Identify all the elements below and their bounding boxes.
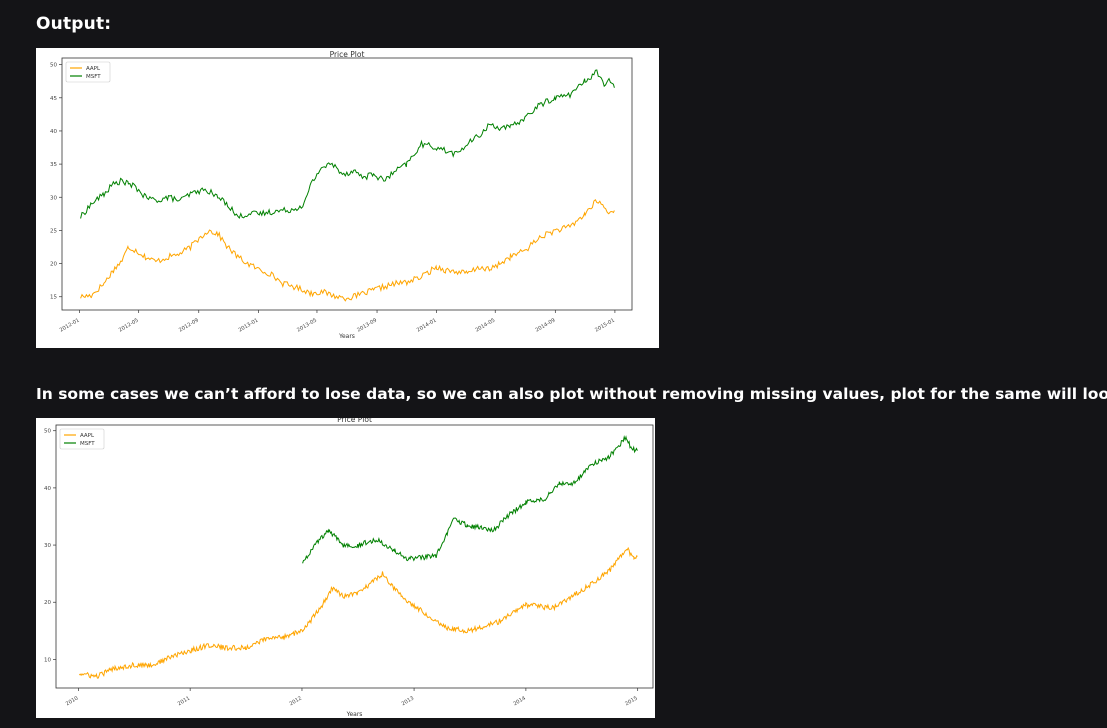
x-tick-label: 2013-09 bbox=[356, 318, 378, 334]
legend-box bbox=[59, 428, 105, 450]
y-tick-label: 25 bbox=[50, 228, 57, 234]
y-tick-label: 40 bbox=[44, 486, 51, 492]
y-tick-label: 50 bbox=[50, 63, 57, 69]
x-tick-label: 2013 bbox=[401, 696, 415, 708]
series-line-aapl bbox=[78, 546, 638, 679]
y-tick-label: 45 bbox=[50, 96, 57, 102]
y-tick-label: 30 bbox=[50, 195, 57, 201]
x-tick-label: 2012-05 bbox=[118, 318, 140, 334]
price-plot-figure-2: Price Plot 10 20 30 40 50 2010 2011 2012 2013 2014… bbox=[36, 418, 655, 718]
x-tick-label: 2014-09 bbox=[535, 318, 557, 334]
y-tick-label: 40 bbox=[50, 129, 57, 135]
y-tick-label: 20 bbox=[50, 262, 57, 268]
plot-area-frame bbox=[61, 57, 633, 311]
legend-label-msft: MSFT bbox=[80, 441, 95, 447]
price-plot-figure-1: Price Plot 15 20 25 30 35 40 45 50 2012-01 2012-05… bbox=[36, 48, 659, 348]
legend-label-aapl: AAPL bbox=[86, 66, 101, 72]
x-tick-label: 2014 bbox=[512, 695, 527, 707]
x-tick-label: 2013-01 bbox=[238, 318, 260, 334]
series-line-msft bbox=[302, 435, 638, 564]
x-axis-label: Years bbox=[346, 711, 363, 718]
x-axis-label: Years bbox=[338, 333, 355, 340]
x-tick-label: 2011 bbox=[177, 696, 191, 708]
x-tick-label: 2014-05 bbox=[474, 318, 496, 334]
chart-title: Price Plot bbox=[337, 418, 372, 424]
y-tick-label: 35 bbox=[50, 162, 57, 168]
x-tick-label: 2012-01 bbox=[59, 318, 81, 334]
y-tick-label: 20 bbox=[44, 600, 51, 606]
y-tick-label: 30 bbox=[44, 543, 51, 549]
x-tick-label: 2012 bbox=[289, 696, 303, 708]
explanation-paragraph: In some cases we can’t afford to lose da… bbox=[36, 385, 1107, 403]
price-plot-chart-1: Price Plot 15 20 25 30 35 40 45 50 2012-01 2012-05… bbox=[50, 50, 633, 340]
series-line-aapl bbox=[80, 199, 615, 302]
x-tick-label: 2015 bbox=[624, 696, 638, 708]
price-plot-chart-2: Price Plot 10 20 30 40 50 2010 2011 2012 2013 2014… bbox=[44, 418, 654, 718]
legend-label-aapl: AAPL bbox=[80, 433, 95, 439]
y-tick-label: 15 bbox=[50, 295, 57, 301]
x-tick-label: 2012-09 bbox=[178, 318, 200, 334]
x-tick-label: 2013-05 bbox=[296, 318, 318, 334]
legend-box bbox=[65, 61, 111, 83]
plot-area-frame bbox=[55, 424, 654, 689]
y-tick-label: 10 bbox=[44, 657, 51, 663]
legend-label-msft: MSFT bbox=[86, 74, 101, 80]
y-tick-label: 50 bbox=[44, 429, 51, 435]
x-tick-label: 2015-01 bbox=[594, 318, 616, 334]
chart-title: Price Plot bbox=[330, 50, 365, 59]
output-heading: Output: bbox=[36, 14, 112, 34]
x-tick-label: 2010 bbox=[65, 696, 79, 708]
x-tick-label: 2014-01 bbox=[416, 318, 438, 334]
series-line-msft bbox=[80, 69, 615, 220]
